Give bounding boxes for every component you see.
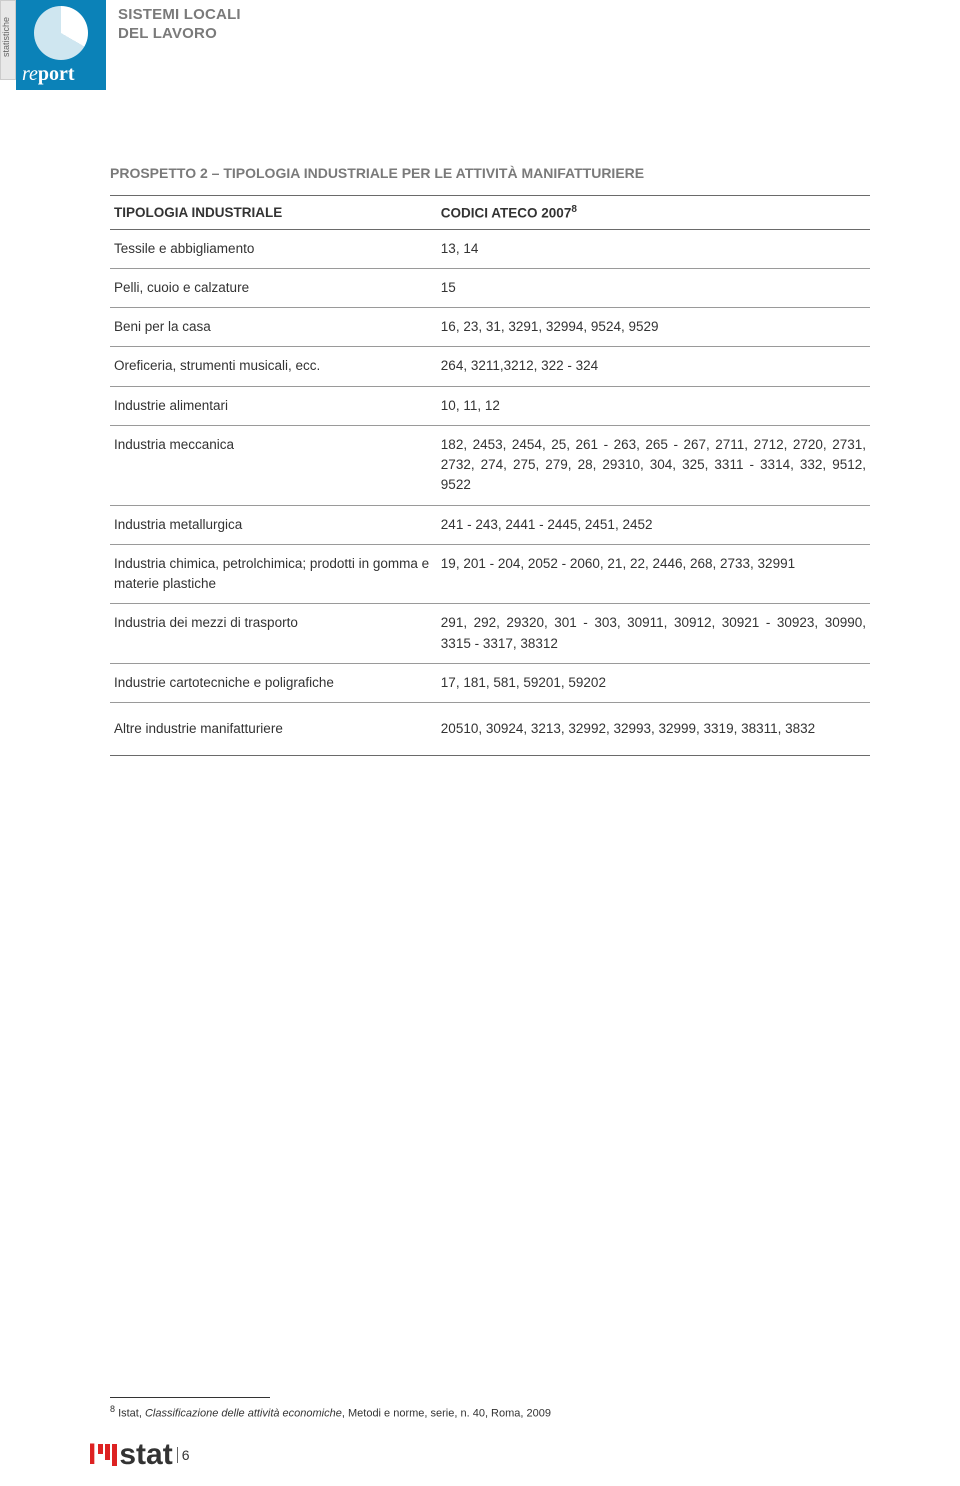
table-title: PROSPETTO 2 – TIPOLOGIA INDUSTRIALE PER … bbox=[110, 165, 870, 181]
table-cell-label: Industria meccanica bbox=[110, 425, 437, 505]
col2-header-sup: 8 bbox=[571, 204, 577, 215]
main-content: PROSPETTO 2 – TIPOLOGIA INDUSTRIALE PER … bbox=[110, 165, 870, 756]
page-number: 6 bbox=[177, 1447, 190, 1463]
bar-icon bbox=[98, 1444, 103, 1454]
table-cell-codes: 16, 23, 31, 3291, 32994, 9524, 9529 bbox=[437, 308, 870, 347]
table-cell-label: Industria dei mezzi di trasporto bbox=[110, 604, 437, 664]
table-cell-codes: 19, 201 - 204, 2052 - 2060, 21, 22, 2446… bbox=[437, 544, 870, 604]
table-cell-label: Oreficeria, strumenti musicali, ecc. bbox=[110, 347, 437, 386]
table-cell-codes: 264, 3211,3212, 322 - 324 bbox=[437, 347, 870, 386]
table-cell-codes: 20510, 30924, 3213, 32992, 32993, 32999,… bbox=[437, 703, 870, 756]
footnote: 8 Istat, Classificazione delle attività … bbox=[110, 1404, 551, 1420]
istat-logo-i: I bbox=[88, 1438, 96, 1472]
logo-text-part2: port bbox=[38, 63, 75, 85]
logo-text: report bbox=[22, 63, 75, 86]
table-cell-codes: 10, 11, 12 bbox=[437, 386, 870, 425]
table-row: Tessile e abbigliamento13, 14 bbox=[110, 229, 870, 268]
table-cell-label: Industrie alimentari bbox=[110, 386, 437, 425]
table-cell-codes: 182, 2453, 2454, 25, 261 - 263, 265 - 26… bbox=[437, 425, 870, 505]
bar-icon bbox=[105, 1444, 110, 1460]
footnote-rule bbox=[110, 1397, 270, 1398]
pie-icon bbox=[34, 6, 88, 60]
table-cell-label: Tessile e abbigliamento bbox=[110, 229, 437, 268]
header-title-line1: SISTEMI LOCALI bbox=[118, 6, 241, 25]
table-row: Industrie alimentari10, 11, 12 bbox=[110, 386, 870, 425]
table-row: Industria metallurgica241 - 243, 2441 - … bbox=[110, 505, 870, 544]
table-row: Altre industrie manifatturiere20510, 309… bbox=[110, 703, 870, 756]
table-cell-label: Pelli, cuoio e calzature bbox=[110, 268, 437, 307]
footnote-after: , Metodi e norme, serie, n. 40, Roma, 20… bbox=[342, 1408, 551, 1420]
table-row: Industria dei mezzi di trasporto291, 292… bbox=[110, 604, 870, 664]
ateco-table: TIPOLOGIA INDUSTRIALE CODICI ATECO 20078… bbox=[110, 195, 870, 756]
header-title-line2: DEL LAVORO bbox=[118, 25, 241, 44]
table-row: Industrie cartotecniche e poligrafiche17… bbox=[110, 663, 870, 702]
table-cell-codes: 17, 181, 581, 59201, 59202 bbox=[437, 663, 870, 702]
table-header-col1: TIPOLOGIA INDUSTRIALE bbox=[110, 196, 437, 230]
table-cell-codes: 291, 292, 29320, 301 - 303, 30911, 30912… bbox=[437, 604, 870, 664]
page-header: report SISTEMI LOCALI DEL LAVORO bbox=[16, 0, 241, 90]
footnote-before: Istat, bbox=[115, 1408, 145, 1420]
istat-logo: Istat bbox=[88, 1438, 173, 1472]
table-header-col2: CODICI ATECO 20078 bbox=[437, 196, 870, 230]
header-title: SISTEMI LOCALI DEL LAVORO bbox=[118, 6, 241, 44]
table-cell-codes: 13, 14 bbox=[437, 229, 870, 268]
table-cell-label: Altre industrie manifatturiere bbox=[110, 703, 437, 756]
table-cell-codes: 241 - 243, 2441 - 2445, 2451, 2452 bbox=[437, 505, 870, 544]
footnote-italic: Classificazione delle attività economich… bbox=[145, 1408, 342, 1420]
page-footer: Istat 6 bbox=[88, 1438, 190, 1472]
table-cell-label: Industria chimica, petrolchimica; prodot… bbox=[110, 544, 437, 604]
table-row: Oreficeria, strumenti musicali, ecc.264,… bbox=[110, 347, 870, 386]
table-cell-codes: 15 bbox=[437, 268, 870, 307]
table-row: Beni per la casa16, 23, 31, 3291, 32994,… bbox=[110, 308, 870, 347]
table-cell-label: Beni per la casa bbox=[110, 308, 437, 347]
table-header-row: TIPOLOGIA INDUSTRIALE CODICI ATECO 20078 bbox=[110, 196, 870, 230]
table-row: Industria chimica, petrolchimica; prodot… bbox=[110, 544, 870, 604]
bar-icon bbox=[112, 1444, 117, 1466]
table-cell-label: Industria metallurgica bbox=[110, 505, 437, 544]
table-row: Pelli, cuoio e calzature15 bbox=[110, 268, 870, 307]
istat-logo-rest: stat bbox=[119, 1438, 172, 1472]
table-row: Industria meccanica182, 2453, 2454, 25, … bbox=[110, 425, 870, 505]
sidebar-tab: statistiche bbox=[0, 0, 16, 80]
report-logo: report bbox=[16, 0, 106, 90]
table-cell-label: Industrie cartotecniche e poligrafiche bbox=[110, 663, 437, 702]
logo-text-part1: re bbox=[22, 63, 38, 85]
istat-bars-icon bbox=[98, 1444, 117, 1466]
col2-header-text: CODICI ATECO 2007 bbox=[441, 206, 572, 221]
